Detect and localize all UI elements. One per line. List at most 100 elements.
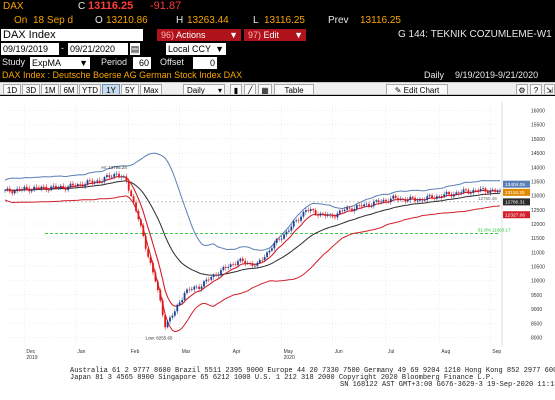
study-select[interactable]: ExpMA ▼ bbox=[30, 57, 90, 69]
lower-band-line bbox=[4, 195, 501, 333]
open-value: 13210.86 bbox=[106, 15, 148, 26]
candle-body bbox=[198, 286, 201, 289]
period-tab-1m[interactable]: 1M bbox=[41, 84, 59, 94]
footer-line-2: Japan 81 3 4565 8900 Singapore 65 6212 1… bbox=[70, 374, 495, 382]
period-tab-max[interactable]: Max bbox=[140, 84, 162, 94]
security-name: DAX Index bbox=[3, 29, 56, 41]
candle-body bbox=[193, 286, 196, 290]
end-date-field[interactable]: 09/21/2020 bbox=[68, 43, 128, 55]
line-chart-icon[interactable]: ╱ bbox=[244, 84, 256, 94]
candle-body bbox=[414, 197, 416, 202]
y-tick-label: 15000 bbox=[531, 137, 545, 143]
candle-body bbox=[448, 191, 450, 195]
period-tab-3d[interactable]: 3D bbox=[22, 84, 40, 94]
chart-area[interactable]: 16000 15500 15000 14500 14000 13500 13000 12500… bbox=[0, 96, 555, 400]
candle-body bbox=[499, 190, 501, 192]
edit-button[interactable]: 97) Edit ▼ bbox=[244, 29, 306, 41]
level-b-annotation: 61.8% 11663.17 bbox=[478, 228, 511, 233]
table-chart-icon[interactable]: ▦ bbox=[258, 84, 272, 94]
ticker: DAX bbox=[3, 1, 24, 12]
quote-detail-bar: On 18 Sep d O 13210.86 H 13263.44 L 1311… bbox=[0, 14, 555, 28]
candle-body bbox=[220, 270, 222, 275]
candle-body bbox=[21, 189, 23, 191]
candle-body bbox=[241, 258, 244, 261]
candle-body bbox=[445, 191, 448, 195]
x-tick-label: May bbox=[284, 349, 294, 355]
candle-body bbox=[494, 189, 497, 192]
candle-body bbox=[404, 199, 407, 202]
edit-chart-button[interactable]: ✎ Edit Chart bbox=[386, 84, 448, 94]
candle-body bbox=[360, 205, 363, 207]
candle-body bbox=[295, 220, 298, 222]
candle-body bbox=[144, 236, 147, 249]
x-tick-label: Apr bbox=[233, 349, 241, 355]
currency-select[interactable]: Local CCY ▼ bbox=[166, 43, 226, 55]
chevron-down-icon: ▼ bbox=[79, 58, 88, 68]
candle-body bbox=[319, 213, 322, 216]
candle-body bbox=[406, 199, 409, 202]
actions-button[interactable]: 96) Actions ▼ bbox=[157, 29, 241, 41]
help-icon[interactable]: ? bbox=[530, 84, 542, 94]
study-bar: Study ExpMA ▼ Period 60 Offset 0 bbox=[0, 56, 555, 70]
period-value: 60 bbox=[138, 58, 149, 68]
candle-body bbox=[156, 281, 159, 290]
price-chart: 16000 15500 15000 14500 14000 13500 13000 12500… bbox=[4, 102, 545, 360]
candle-body bbox=[234, 264, 237, 265]
candle-body bbox=[266, 252, 268, 258]
candle-body bbox=[411, 196, 414, 198]
period-tab-5y[interactable]: 5Y bbox=[121, 84, 139, 94]
candle-body bbox=[59, 185, 62, 188]
candle-body bbox=[465, 189, 467, 191]
calendar-icon[interactable]: ▤ bbox=[130, 43, 140, 55]
frequency-select[interactable]: Daily ▾ bbox=[183, 84, 225, 94]
candle-body bbox=[365, 203, 368, 205]
y-tick-label: 14500 bbox=[531, 151, 545, 157]
offset-input[interactable]: 0 bbox=[193, 57, 217, 69]
candle-body bbox=[81, 184, 84, 187]
settings-icon[interactable]: ⚙ bbox=[516, 84, 528, 94]
candle-body bbox=[169, 317, 171, 322]
candle-body bbox=[110, 176, 113, 178]
candle-body bbox=[416, 200, 419, 202]
actions-num: 96) bbox=[161, 30, 175, 40]
start-date-field[interactable]: 09/19/2019 bbox=[1, 43, 59, 55]
candle-chart-icon[interactable]: ▮ bbox=[230, 84, 242, 94]
level-a-annotation: 12760.49 bbox=[478, 196, 497, 201]
candle-body bbox=[195, 286, 198, 288]
candle-body bbox=[127, 181, 130, 191]
candle-body bbox=[152, 263, 154, 273]
candle-body bbox=[16, 188, 19, 191]
period-tab-1d[interactable]: 1D bbox=[3, 84, 21, 94]
x-tick-label: Mar bbox=[182, 349, 191, 355]
page-title: G 144: TEKNIK COZUMLEME-W1 bbox=[398, 29, 552, 40]
candle-body bbox=[491, 189, 494, 191]
period-input[interactable]: 60 bbox=[133, 57, 151, 69]
period-tab-1y[interactable]: 1Y bbox=[102, 84, 120, 94]
candle-body bbox=[154, 272, 157, 282]
expand-icon[interactable]: ⇲ bbox=[544, 84, 555, 94]
candle-body bbox=[268, 250, 271, 253]
y-tick-label: 12000 bbox=[531, 222, 545, 228]
period-tab-ytd[interactable]: YTD bbox=[79, 84, 101, 94]
study-value: ExpMA bbox=[32, 58, 62, 68]
candle-body bbox=[399, 198, 402, 200]
price-labels: Hi: 13795.24 Low: 8255.65 12760.49 61.8% 11… bbox=[101, 165, 530, 340]
security-field[interactable]: DAX Index bbox=[1, 29, 143, 41]
candle-body bbox=[237, 261, 239, 265]
candle-body bbox=[280, 238, 283, 240]
candle-body bbox=[290, 226, 293, 231]
net-change: -91.87 bbox=[150, 0, 182, 12]
candle-body bbox=[50, 186, 53, 191]
date-span: 9/19/2019-9/21/2020 bbox=[455, 70, 539, 80]
table-button[interactable]: Table bbox=[274, 84, 314, 94]
candle-body bbox=[62, 185, 65, 189]
x-tick-label: Sep bbox=[492, 349, 501, 355]
candle-body bbox=[486, 191, 489, 194]
edit-num: 97) bbox=[248, 30, 262, 40]
period-tab-6m[interactable]: 6M bbox=[60, 84, 78, 94]
candle-body bbox=[254, 265, 256, 267]
candle-body bbox=[229, 264, 232, 268]
candle-body bbox=[397, 198, 399, 200]
edit-label: Edit bbox=[263, 30, 280, 40]
